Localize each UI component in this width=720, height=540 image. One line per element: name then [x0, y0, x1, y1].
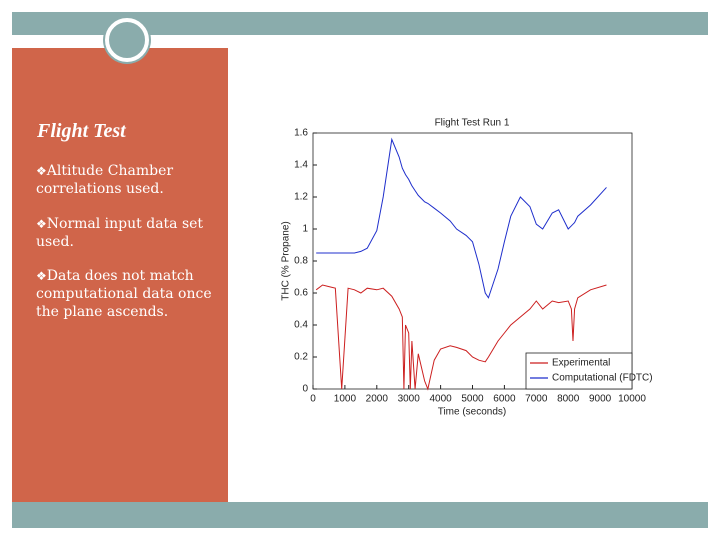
- x-tick-label: 8000: [557, 394, 580, 405]
- bullet-text: Normal input data set used.: [36, 216, 204, 250]
- bullet: ❖Altitude Chamber correlations used.: [36, 163, 174, 197]
- x-tick-label: 0: [310, 394, 316, 405]
- x-tick-label: 2000: [366, 394, 389, 405]
- y-axis-label: THC (% Propane): [281, 221, 292, 300]
- slide-title: Flight Test: [37, 120, 126, 142]
- y-tick-label: 1.4: [294, 160, 308, 171]
- bullet-text: Data does not match computational data o…: [36, 268, 212, 320]
- top-band: [12, 12, 708, 35]
- y-tick-label: 1.6: [294, 128, 308, 139]
- x-tick-label: 6000: [493, 394, 516, 405]
- circle-ornament: [105, 18, 149, 62]
- x-tick-label: 3000: [398, 394, 421, 405]
- x-tick-label: 9000: [589, 394, 612, 405]
- chart-title: Flight Test Run 1: [435, 118, 510, 129]
- y-tick-label: 1: [302, 224, 308, 235]
- legend-label: Experimental: [552, 358, 610, 369]
- x-tick-label: 5000: [461, 394, 484, 405]
- x-axis-label: Time (seconds): [438, 407, 507, 418]
- bottom-band: [12, 502, 708, 528]
- series-line: [316, 137, 607, 299]
- side-panel: [12, 48, 228, 502]
- legend-label: Computational (FDTC): [552, 373, 653, 384]
- y-tick-label: 0.8: [294, 256, 308, 267]
- series-line: [315, 284, 607, 391]
- y-tick-label: 0.6: [294, 288, 308, 299]
- plot-frame: [312, 132, 633, 390]
- x-tick-label: 4000: [429, 394, 452, 405]
- y-tick-label: 0.4: [294, 320, 308, 331]
- legend-box: [525, 352, 633, 390]
- bullet: ❖Data does not match computational data …: [36, 268, 212, 320]
- bullet-text: Altitude Chamber correlations used.: [36, 163, 174, 197]
- y-tick-label: 0.2: [294, 352, 308, 363]
- x-tick-label: 7000: [525, 394, 548, 405]
- bullet: ❖Normal input data set used.: [36, 216, 204, 250]
- x-tick-label: 1000: [334, 394, 357, 405]
- y-tick-label: 0: [302, 384, 308, 395]
- x-tick-label: 10000: [618, 394, 646, 405]
- y-tick-label: 1.2: [294, 192, 308, 203]
